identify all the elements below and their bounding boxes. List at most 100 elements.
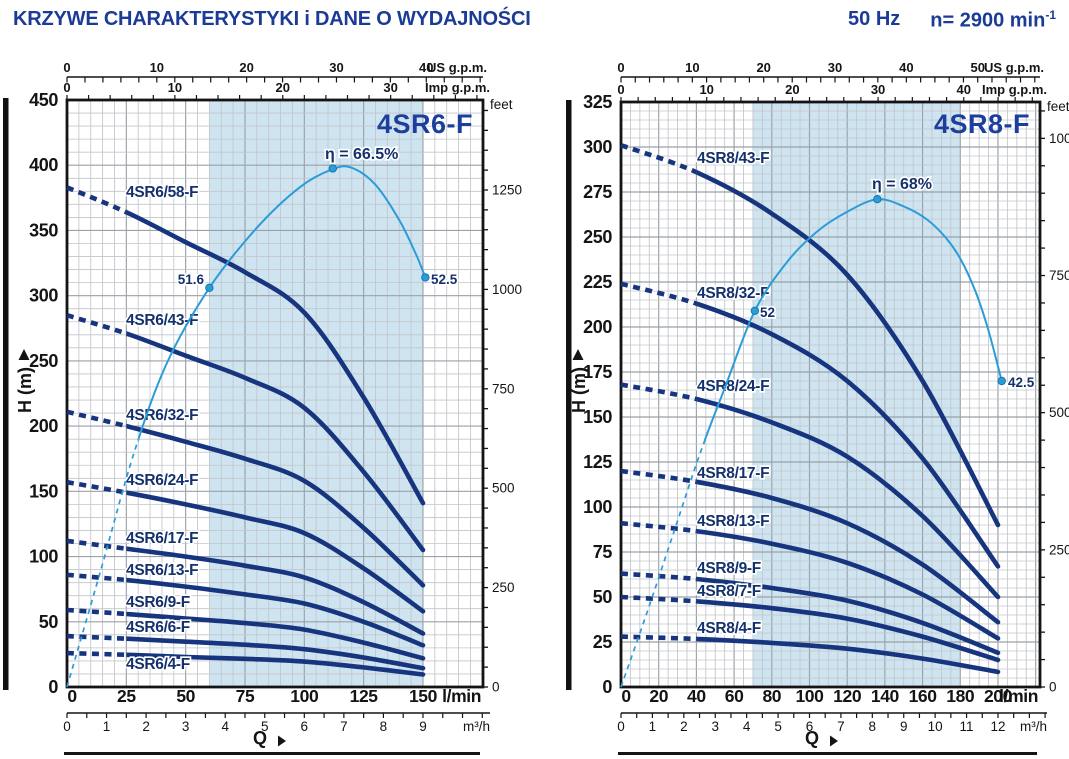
plot-frame — [65, 98, 485, 689]
feet-tick-label: 750 — [492, 381, 515, 396]
page-title: KRZYWE CHARAKTERYSTYKI i DANE O WYDAJNOŚ… — [13, 8, 531, 30]
pump-curve-label: 4SR6/6-F — [126, 619, 190, 636]
imp-gpm-tick-label: 0 — [63, 80, 70, 95]
imp-gpm-tick-label: 0 — [617, 82, 624, 97]
y-tick-label: 200 — [29, 416, 58, 436]
y-tick-label: 225 — [583, 272, 612, 292]
x-tick-label: 0 — [67, 686, 77, 706]
q-arrow-icon — [278, 735, 286, 747]
y-tick-label: 150 — [583, 407, 612, 427]
feet-tick-label: 0 — [1049, 680, 1057, 695]
efficiency-point — [328, 164, 337, 173]
pump-curve-4sr8-7-f: 4SR8/7-F — [620, 581, 1001, 663]
imp-gpm-tick-label: 20 — [276, 80, 290, 95]
pump-curve-4sr6-13-f: 4SR6/13-F — [66, 560, 426, 648]
efficiency-curve-dashed-segment — [66, 437, 139, 688]
m3h-tick-label: 7 — [837, 719, 845, 734]
y-tick-label: 25 — [593, 632, 613, 652]
pump-curve-4sr6-6-f: 4SR6/6-F — [66, 617, 426, 671]
feet-tick-label: 500 — [492, 481, 515, 496]
feet-tick-label: 250 — [492, 580, 515, 595]
efficiency-point — [421, 273, 430, 282]
us-gpm-tick-label: 40 — [899, 60, 913, 75]
pump-curve-4sr6-17-f: 4SR6/17-F — [66, 528, 426, 636]
q-arrow-icon — [830, 735, 838, 747]
pump-curve-label: 4SR6/24-F — [126, 472, 198, 489]
pump-curve-solid-segment — [126, 490, 426, 614]
pump-curve-label: 4SR6/58-F — [126, 184, 198, 201]
feet-tick-label: 1000 — [492, 282, 522, 297]
feet-tick-label: 750 — [1049, 268, 1069, 283]
side-bar — [566, 100, 572, 690]
footer-rule — [64, 752, 480, 755]
us-gpm-tick-label: 10 — [685, 60, 699, 75]
y-tick-label: 250 — [29, 351, 58, 371]
pump-curve-4sr8-24-f: 4SR8/24-F — [620, 376, 1001, 600]
x-tick-label: 80 — [762, 686, 781, 706]
y-tick-label: 0 — [602, 677, 612, 697]
m3h-tick-label: 5 — [774, 719, 782, 734]
pump-curve-4sr6-9-f: 4SR6/9-F — [66, 592, 426, 661]
m3h-tick-label: 1 — [103, 719, 111, 734]
us-gpm-tick-label: 30 — [329, 60, 343, 75]
y-tick-label: 0 — [48, 677, 58, 697]
pump-curve-4sr8-17-f: 4SR8/17-F — [620, 463, 1001, 625]
pump-curve-label: 4SR8/32-F — [697, 285, 769, 302]
pump-curve-label: 4SR8/7-F — [697, 583, 761, 600]
efficiency-point — [873, 195, 882, 204]
pump-curve-solid-segment — [126, 652, 426, 677]
imp-gpm-tick-label: 30 — [871, 82, 885, 97]
pump-curve-solid-segment — [696, 576, 1001, 656]
pump-curve-solid-segment — [126, 577, 426, 648]
pump-curve-solid-segment — [696, 169, 1001, 528]
feet-axis-unit: feet — [1047, 99, 1069, 114]
m3h-tick-label: 4 — [221, 719, 229, 734]
x-tick-label: 40 — [687, 686, 706, 706]
pump-curve-4sr6-43-f: 4SR6/43-F — [66, 310, 426, 553]
m3h-tick-label: 2 — [142, 719, 150, 734]
speed-label: n= 2900 min-1 — [930, 8, 1056, 32]
chart-title: 4SR6-F — [377, 109, 473, 139]
h-arrow-icon — [18, 349, 30, 360]
pump-curve-solid-segment — [126, 546, 426, 636]
m3h-tick-label: 0 — [617, 719, 625, 734]
m3h-tick-label: 8 — [380, 719, 388, 734]
efficiency-peak-label: η = 68% — [872, 176, 932, 193]
x-tick-label: 60 — [725, 686, 744, 706]
imp-gpm-tick-label: 10 — [168, 80, 182, 95]
page-header: KRZYWE CHARAKTERYSTYKI i DANE O WYDAJNOŚ… — [13, 8, 1056, 33]
imp-gpm-axis-unit: Imp g.p.m. — [425, 80, 490, 95]
h-axis-label: H (m) — [569, 367, 589, 413]
pump-curve-solid-segment — [126, 611, 426, 661]
pump-curve-label: 4SR6/17-F — [126, 530, 198, 547]
y-tick-label: 325 — [583, 92, 612, 112]
y-tick-label: 300 — [583, 137, 612, 157]
m3h-axis-unit: m³/h — [1020, 719, 1047, 734]
x-tick-label: 200 — [984, 686, 1013, 706]
imp-gpm-axis-unit: Imp g.p.m. — [982, 82, 1047, 97]
efficiency-point — [997, 376, 1006, 386]
us-gpm-tick-label: 50 — [970, 60, 984, 75]
imp-gpm-tick-label: 30 — [383, 80, 397, 95]
imp-gpm-tick-label: 40 — [957, 82, 971, 97]
efficiency-point-label: 51.6 — [178, 272, 205, 287]
h-arrow-icon — [572, 349, 584, 360]
efficiency-point-label: 42.5 — [1008, 375, 1035, 390]
footer-rule — [618, 752, 1037, 755]
y-tick-label: 150 — [29, 481, 58, 501]
m3h-axis-unit: m³/h — [463, 719, 490, 734]
us-gpm-tick-label: 20 — [756, 60, 770, 75]
m3h-tick-label: 2 — [680, 719, 688, 734]
pump-curve-dashed-segment — [620, 143, 697, 175]
x-axis-unit: l/min — [442, 686, 481, 706]
efficiency-curve-solid-segment — [703, 198, 1003, 446]
m3h-tick-label: 6 — [806, 719, 814, 734]
pump-curve-solid-segment — [696, 598, 1001, 663]
m3h-tick-label: 0 — [63, 719, 71, 734]
operating-specs: 50 Hz n= 2900 min-1 — [848, 8, 1056, 33]
y-tick-label: 200 — [583, 317, 612, 337]
m3h-tick-label: 11 — [960, 719, 974, 734]
us-gpm-tick-label: 0 — [63, 60, 70, 75]
